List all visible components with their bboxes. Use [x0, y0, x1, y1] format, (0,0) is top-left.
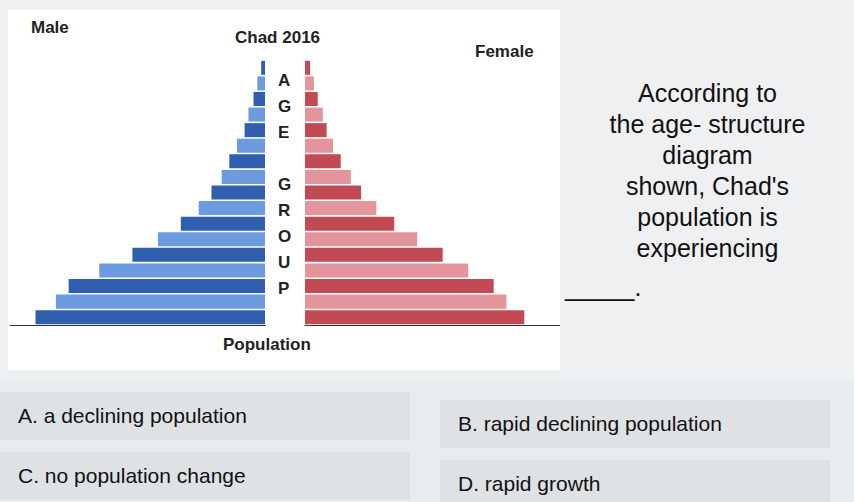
html-text:A. a declining population: A. a declining population: [18, 404, 247, 427]
svg-text:Population: Population: [223, 335, 311, 354]
svg-text:E: E: [278, 123, 289, 142]
svg-text:Male: Male: [31, 18, 69, 37]
svg-text:O: O: [278, 227, 291, 246]
svg-text:R: R: [278, 201, 290, 220]
svg-text:G: G: [278, 97, 291, 116]
html-text:D. rapid growth: D. rapid growth: [458, 472, 601, 495]
svg-text:Chad 2016: Chad 2016: [235, 28, 320, 47]
svg-text:P: P: [278, 279, 289, 298]
html-text:population is: population is: [637, 203, 778, 231]
svg-text:Female: Female: [475, 42, 534, 61]
html-text:experiencing: experiencing: [636, 234, 779, 262]
html-text:shown, Chad's: shown, Chad's: [625, 172, 790, 200]
svg-text:A: A: [278, 71, 290, 90]
html-text:According to: According to: [638, 79, 777, 107]
html-text:diagram: diagram: [662, 141, 753, 169]
html-text:C. no population change: C. no population change: [18, 464, 246, 487]
html-text:B. rapid declining population: B. rapid declining population: [458, 412, 722, 435]
html-text:the age- structure: the age- structure: [609, 110, 806, 138]
svg-text:G: G: [278, 175, 291, 194]
svg-text:U: U: [278, 253, 290, 272]
